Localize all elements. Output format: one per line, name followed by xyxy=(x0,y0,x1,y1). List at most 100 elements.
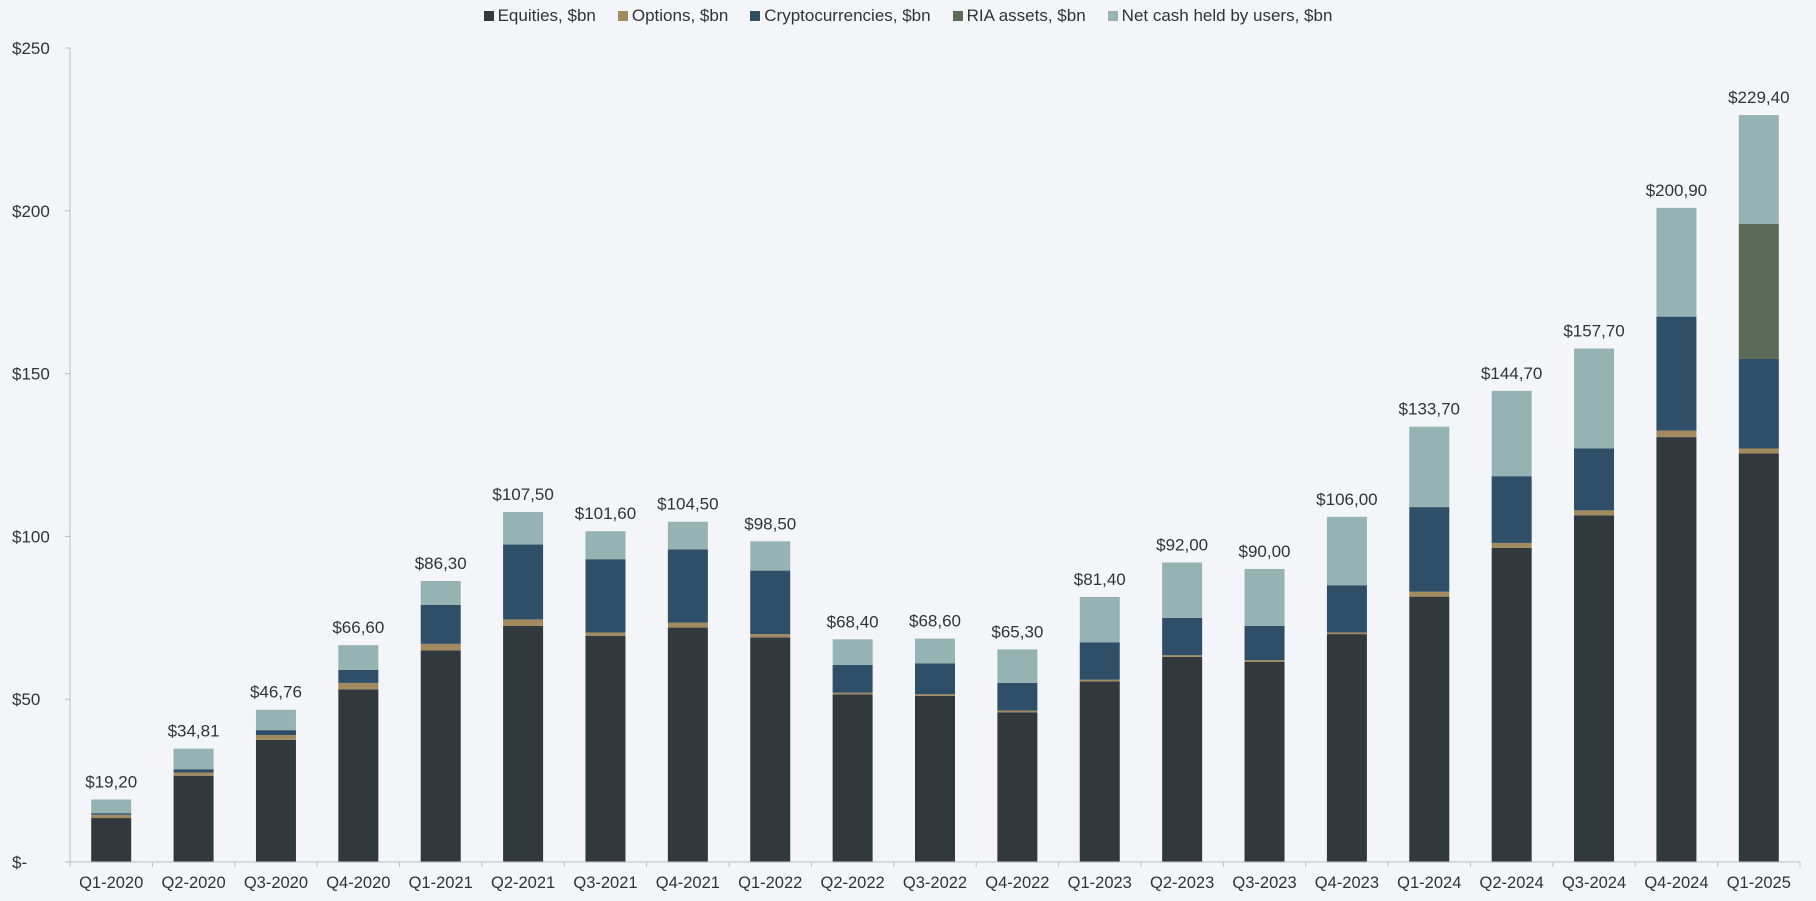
bar-segment xyxy=(420,643,461,651)
bar-segment xyxy=(420,604,461,644)
bar-total-label: $107,50 xyxy=(492,485,553,504)
legend-item-cryptocurrencies: Cryptocurrencies, $bn xyxy=(750,6,931,26)
bar-segment xyxy=(173,769,214,773)
bar-total-label: $81,40 xyxy=(1074,570,1126,589)
bar-segment xyxy=(173,772,214,776)
bar-total-label: $104,50 xyxy=(657,495,718,514)
bar-segment xyxy=(1326,585,1367,633)
bar-segment xyxy=(1079,681,1120,862)
bar-segment xyxy=(1574,510,1615,516)
bar-segment xyxy=(1656,437,1697,862)
x-tick-label: Q3-2024 xyxy=(1562,874,1626,892)
bar-segment xyxy=(1491,476,1532,543)
bar-total-label: $68,40 xyxy=(827,612,879,631)
bar-segment xyxy=(1738,358,1779,449)
x-tick-label: Q1-2024 xyxy=(1397,874,1461,892)
y-tick-label: $- xyxy=(12,853,27,872)
bar-segment xyxy=(1656,430,1697,438)
bar-segment xyxy=(420,650,461,862)
y-tick-label: $100 xyxy=(12,527,50,546)
bar-segment xyxy=(1574,348,1615,449)
y-tick-label: $150 xyxy=(12,365,50,384)
bar-segment xyxy=(503,619,544,626)
bar-segment xyxy=(1656,207,1697,317)
y-tick-label: $200 xyxy=(12,202,50,221)
bar-total-label: $92,00 xyxy=(1156,535,1208,554)
x-tick-label: Q4-2022 xyxy=(985,874,1049,892)
legend-label-equities: Equities, $bn xyxy=(497,6,596,25)
bar-segment xyxy=(338,682,379,690)
bar-segment xyxy=(1162,655,1203,657)
bar-segment xyxy=(173,748,214,770)
legend-label-cryptocurrencies: Cryptocurrencies, $bn xyxy=(764,6,931,25)
bar-segment xyxy=(915,663,955,695)
bar-segment xyxy=(503,511,544,545)
bar-segment xyxy=(1162,656,1203,862)
bar-segment xyxy=(503,544,544,620)
bar-segment xyxy=(667,627,708,862)
bar-total-label: $106,00 xyxy=(1316,490,1377,509)
bar-segment xyxy=(667,549,708,623)
bar-total-label: $200,90 xyxy=(1646,181,1707,200)
bar-segment xyxy=(503,625,544,862)
x-tick-label: Q4-2021 xyxy=(656,874,720,892)
legend-item-options: Options, $bn xyxy=(617,6,729,26)
bar-segment xyxy=(1491,547,1532,862)
bar-segment xyxy=(997,712,1038,862)
bar-segment xyxy=(997,682,1038,711)
legend-label-ria-assets: RIA assets, $bn xyxy=(966,6,1086,25)
x-tick-label: Q3-2021 xyxy=(573,874,637,892)
bar-total-label: $229,40 xyxy=(1728,88,1789,107)
bar-segment xyxy=(585,531,626,560)
x-tick-label: Q1-2022 xyxy=(738,874,802,892)
bar-segment xyxy=(667,521,708,550)
bar-segment xyxy=(832,639,873,666)
bar-total-label: $157,70 xyxy=(1563,322,1624,341)
bar-segment xyxy=(1491,542,1532,548)
bar-segment xyxy=(1162,617,1203,656)
x-tick-label: Q2-2022 xyxy=(821,874,885,892)
bar-segment xyxy=(338,645,379,670)
legend-swatch-ria-assets xyxy=(952,11,963,21)
x-tick-label: Q3-2022 xyxy=(903,874,967,892)
bar-segment xyxy=(915,695,955,862)
bar-segment xyxy=(832,694,873,862)
legend-item-net-cash: Net cash held by users, $bn xyxy=(1107,6,1332,26)
bar-segment xyxy=(832,692,873,695)
bar-segment xyxy=(915,694,955,696)
bar-total-label: $98,50 xyxy=(744,514,796,533)
legend-label-options: Options, $bn xyxy=(631,6,729,25)
bar-segment xyxy=(255,739,296,862)
bar-segment xyxy=(750,637,791,862)
x-tick-label: Q3-2023 xyxy=(1232,874,1296,892)
bar-segment xyxy=(173,775,214,862)
bar-segment xyxy=(1326,634,1367,862)
x-tick-label: Q1-2021 xyxy=(409,874,473,892)
bar-total-label: $101,60 xyxy=(575,504,636,523)
y-tick-label: $250 xyxy=(12,39,50,58)
bar-segment xyxy=(91,813,132,815)
bar-segment xyxy=(1079,596,1120,643)
legend-swatch-equities xyxy=(483,11,494,21)
bar-segment xyxy=(832,665,873,693)
x-tick-label: Q4-2024 xyxy=(1644,874,1708,892)
x-tick-label: Q2-2021 xyxy=(491,874,555,892)
bar-segment xyxy=(1738,115,1779,224)
bar-total-label: $46,76 xyxy=(250,683,302,702)
bar-segment xyxy=(750,541,791,571)
bar-segment xyxy=(667,622,708,628)
bar-total-label: $144,70 xyxy=(1481,364,1542,383)
bar-segment xyxy=(750,570,791,635)
bar-segment xyxy=(91,799,132,814)
x-tick-label: Q1-2023 xyxy=(1068,874,1132,892)
bar-segment xyxy=(255,735,296,740)
bar-segment xyxy=(1409,591,1450,597)
bar-total-label: $19,20 xyxy=(85,772,137,791)
bar-segment xyxy=(1409,596,1450,862)
bar-segment xyxy=(1162,562,1203,618)
x-tick-label: Q2-2024 xyxy=(1480,874,1544,892)
x-tick-label: Q2-2020 xyxy=(161,874,225,892)
bar-segment xyxy=(1079,679,1120,682)
